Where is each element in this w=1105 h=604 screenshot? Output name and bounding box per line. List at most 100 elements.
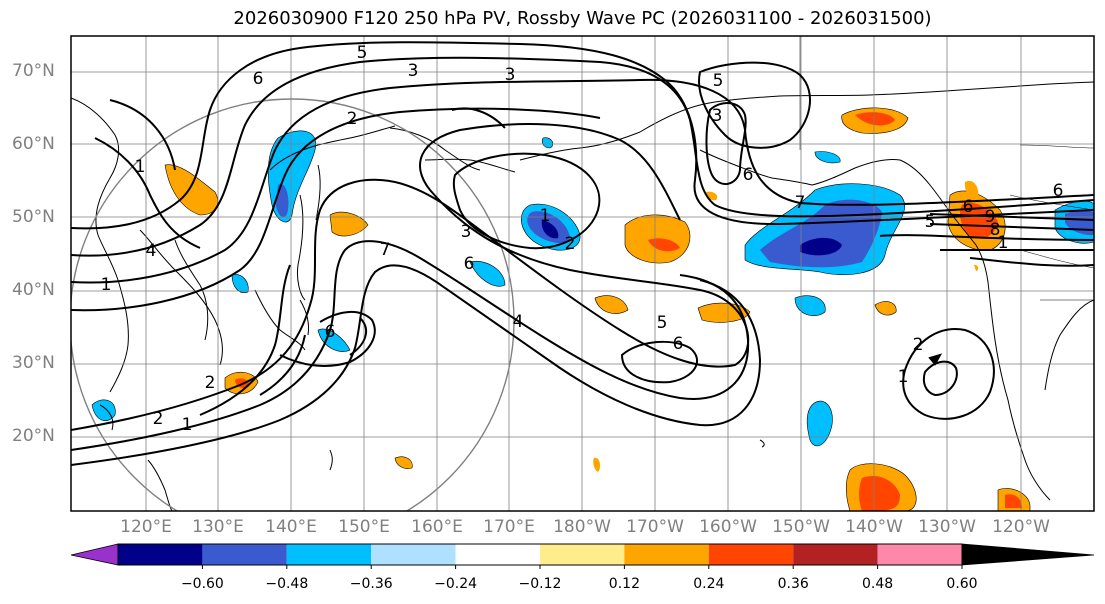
contour-label: 1 <box>540 206 551 226</box>
lat-label: 30°N <box>12 353 55 373</box>
negative-anomaly <box>794 295 826 316</box>
contour-label: 6 <box>253 69 264 89</box>
colorbar-segment <box>624 544 709 565</box>
colorbar-tick-label: −0.60 <box>180 576 224 592</box>
contour-label: 3 <box>712 106 723 126</box>
negative-anomaly <box>541 220 559 239</box>
contour-labels: 5 3 3 6 2 3 1 4 1 7 6 3 4 5 6 1 7 5 6 2 … <box>101 43 1064 435</box>
lat-label: 60°N <box>12 134 55 154</box>
coastlines <box>71 81 1094 511</box>
pv-contours <box>71 41 1094 466</box>
lon-label: 140°W <box>845 517 903 537</box>
pv-anomaly-shading <box>91 107 1094 511</box>
colorbar-tick-label: −0.36 <box>349 576 393 592</box>
colorbar-tick-label: 0.48 <box>862 576 894 592</box>
contour-label: 3 <box>461 222 472 242</box>
positive-anomaly <box>329 211 369 237</box>
contour-label: 6 <box>1053 181 1064 201</box>
contour-label: 2 <box>153 409 164 429</box>
positive-anomaly <box>648 238 680 252</box>
contour-label: 4 <box>146 241 157 261</box>
colorbar-tick-label: 0.60 <box>946 576 978 592</box>
contour-label: 6 <box>673 334 684 354</box>
colorbar-segment <box>455 544 540 565</box>
positive-anomaly <box>960 202 998 239</box>
contour-label: 6 <box>743 165 754 185</box>
lon-label: 130°W <box>918 517 976 537</box>
lon-label: 140°E <box>265 517 317 537</box>
contour-label: 5 <box>925 212 936 232</box>
positive-anomaly <box>594 295 629 314</box>
lon-label: 160°E <box>411 517 463 537</box>
colorbar-tick-label: 0.36 <box>777 576 809 592</box>
contour-label: 2 <box>347 109 358 129</box>
contour-label: 8 <box>990 220 1001 240</box>
negative-anomaly <box>760 199 882 268</box>
lat-lon-grid <box>71 36 1094 511</box>
colorbar-tick-label: −0.24 <box>434 576 478 592</box>
contour-label: 2 <box>913 335 924 355</box>
colorbar-segment <box>961 543 1095 566</box>
colorbar-tick-label: −0.48 <box>265 576 309 592</box>
lat-label: 70°N <box>12 61 55 81</box>
lat-label: 50°N <box>12 207 55 227</box>
negative-anomaly <box>541 137 554 149</box>
lon-label: 180°W <box>553 517 611 537</box>
negative-anomaly <box>800 237 842 256</box>
contour-label: 7 <box>380 240 391 260</box>
contour-label: 3 <box>505 65 516 85</box>
plot-frame <box>70 35 1095 512</box>
political-borders <box>799 36 1094 301</box>
negative-anomaly <box>469 260 506 287</box>
colorbar-segment <box>118 544 203 565</box>
positive-anomaly <box>874 301 897 316</box>
lon-label: 130°E <box>192 517 244 537</box>
contour-label: 1 <box>182 415 193 435</box>
colorbar-segment <box>877 544 962 565</box>
reference-circle <box>71 98 515 511</box>
negative-anomaly <box>814 151 841 164</box>
contour-label: 5 <box>713 71 724 91</box>
colorbar-segment <box>793 544 878 565</box>
colorbar-segment <box>70 543 119 566</box>
colorbar-segment <box>708 544 794 565</box>
contour-label: 3 <box>408 61 419 81</box>
lon-label: 150°E <box>338 517 390 537</box>
contour-label: 6 <box>963 197 974 217</box>
colorbar-segment <box>371 544 456 565</box>
lon-label: 160°W <box>699 517 757 537</box>
contour-label: 5 <box>657 313 668 333</box>
negative-anomaly <box>231 274 249 293</box>
contour-label: 5 <box>357 43 368 63</box>
contour-label: 9 <box>985 207 996 227</box>
negative-anomaly <box>91 399 116 422</box>
positive-anomaly <box>855 112 895 126</box>
positive-anomaly <box>859 475 900 511</box>
contour-label: 6 <box>325 322 336 342</box>
positive-anomaly <box>964 180 979 199</box>
colorbar-tick-label: −0.12 <box>518 576 562 592</box>
contour-label: 1 <box>101 275 112 295</box>
colorbar-segment <box>540 544 625 565</box>
colorbar-segment <box>202 544 287 565</box>
colorbar-segment <box>286 544 372 565</box>
lon-label: 170°E <box>483 517 535 537</box>
colorbar <box>70 543 1095 569</box>
lon-label: 170°W <box>626 517 684 537</box>
contour-label: 2 <box>205 373 216 393</box>
positive-anomaly <box>164 164 219 216</box>
lat-label: 20°N <box>12 426 55 446</box>
contour-label: 7 <box>795 193 806 213</box>
map-title: 2026030900 F120 250 hPa PV, Rossby Wave … <box>233 8 932 29</box>
colorbar-tick-label: 0.12 <box>608 576 640 592</box>
colorbar-tick-label: 0.24 <box>693 576 725 592</box>
positive-anomaly <box>974 264 979 271</box>
contour-label: 6 <box>464 254 475 274</box>
contour-label: 4 <box>513 312 524 332</box>
positive-anomaly <box>1005 494 1022 508</box>
lon-label: 120°W <box>992 517 1050 537</box>
contour-label: 1 <box>998 233 1009 253</box>
positive-anomaly <box>394 456 413 469</box>
contour-label: 1 <box>898 367 909 387</box>
